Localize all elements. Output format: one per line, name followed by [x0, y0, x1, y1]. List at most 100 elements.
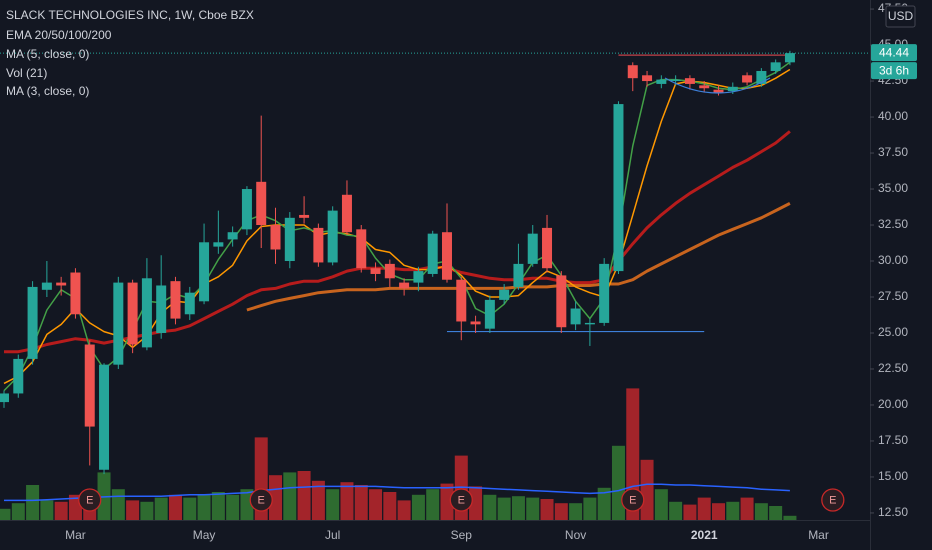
candle-body: [213, 242, 224, 247]
candle-body: [613, 104, 624, 272]
candle-body: [427, 233, 438, 274]
volume-bar: [640, 459, 654, 520]
candle-body: [784, 53, 795, 63]
candle-body: [684, 78, 695, 84]
candle-body: [341, 194, 352, 233]
candle-body: [456, 279, 467, 322]
candle-body: [570, 308, 581, 325]
candle-body: [99, 364, 110, 470]
candle-body: [756, 70, 767, 84]
cup-drawing: [664, 77, 771, 94]
earnings-label: E: [829, 494, 836, 506]
volume-bar: [340, 482, 354, 520]
volume-bar: [583, 497, 597, 520]
volume-bar: [311, 480, 325, 520]
candle-body: [413, 271, 424, 283]
candle-body: [670, 79, 681, 82]
earnings-marker: [621, 488, 645, 512]
x-tick-label: Nov: [565, 528, 586, 542]
earnings-marker: [449, 488, 473, 512]
candle-body: [770, 62, 781, 71]
legend-line: Vol (21): [6, 66, 47, 80]
y-tick-label: 32.50: [878, 217, 908, 231]
volume-bar: [183, 497, 197, 520]
candle-body: [13, 358, 24, 394]
volume-bar: [54, 501, 68, 520]
candle-body: [84, 344, 95, 427]
candle-body: [356, 229, 367, 269]
candle-body: [499, 289, 510, 300]
candle-body: [313, 227, 324, 263]
x-tick-label: Sep: [451, 528, 473, 542]
x-tick-label: Mar: [65, 528, 86, 542]
volume-bar: [411, 494, 425, 520]
volume-ma-line: [4, 483, 790, 502]
candle-body: [127, 282, 138, 345]
volume-bar: [40, 500, 54, 520]
y-tick-label: 37.50: [878, 145, 908, 159]
earnings-marker: [821, 488, 845, 512]
candle-body: [56, 282, 67, 286]
volume-bar: [111, 489, 125, 520]
candle-body: [156, 285, 167, 333]
y-tick-label: 25.00: [878, 325, 908, 339]
candle-body: [299, 214, 310, 218]
x-tick-label: Mar: [808, 528, 829, 542]
volume-bar: [740, 497, 754, 520]
candle-body: [527, 233, 538, 264]
candle-body: [284, 217, 295, 262]
earnings-label: E: [458, 494, 465, 506]
legend-line: MA (3, close, 0): [6, 84, 89, 98]
candle-body: [70, 272, 81, 315]
volume-bar: [397, 500, 411, 520]
earnings-marker: [78, 488, 102, 512]
volume-bar: [126, 500, 140, 520]
volume-bar: [712, 503, 725, 520]
volume-bar: [469, 486, 483, 520]
candle-body: [399, 282, 410, 289]
y-tick-label: 20.00: [878, 397, 908, 411]
volume-bar: [754, 503, 768, 520]
candle-body: [141, 278, 152, 348]
volume-bar: [0, 508, 11, 520]
candle-body: [270, 225, 281, 250]
legend-line: MA (5, close, 0): [6, 47, 89, 61]
volume-bar: [326, 489, 340, 520]
volume-bar: [526, 497, 540, 520]
candle-body: [727, 86, 738, 92]
candle-body: [742, 75, 753, 83]
candle-body: [370, 268, 381, 274]
last-price-tag: [871, 44, 917, 62]
volume-bar: [226, 494, 240, 520]
volume-bar: [497, 497, 511, 520]
chart-title: SLACK TECHNOLOGIES INC, 1W, Cboe BZX: [6, 8, 254, 22]
volume-bar: [483, 494, 497, 520]
candle-body: [441, 232, 452, 280]
currency-label: USD: [888, 9, 914, 23]
volume-bar: [354, 485, 368, 520]
candle-body: [484, 299, 495, 329]
earnings-label: E: [629, 494, 636, 506]
candle-body: [627, 65, 638, 79]
legend: SLACK TECHNOLOGIES INC, 1W, Cboe BZX EMA…: [6, 8, 254, 98]
candle-body: [656, 79, 667, 84]
candle-body: [699, 85, 710, 89]
volume-bar: [554, 503, 568, 520]
moving-average-line: [3, 68, 791, 385]
volume-bar: [769, 506, 783, 520]
candle-body: [556, 275, 567, 328]
y-tick-label: 17.50: [878, 433, 908, 447]
candle-body: [470, 321, 481, 325]
volume-bar: [297, 471, 311, 520]
volume-bar: [197, 494, 211, 520]
x-tick-label: Jul: [325, 528, 340, 542]
volume-bar: [726, 501, 740, 520]
candle-body: [184, 292, 195, 315]
candle-body: [584, 322, 595, 325]
volume-bar: [597, 487, 611, 520]
y-tick-label: 35.00: [878, 181, 908, 195]
y-tick-label: 22.50: [878, 361, 908, 375]
y-tick-label: 40.00: [878, 109, 908, 123]
candle-body: [27, 286, 38, 359]
